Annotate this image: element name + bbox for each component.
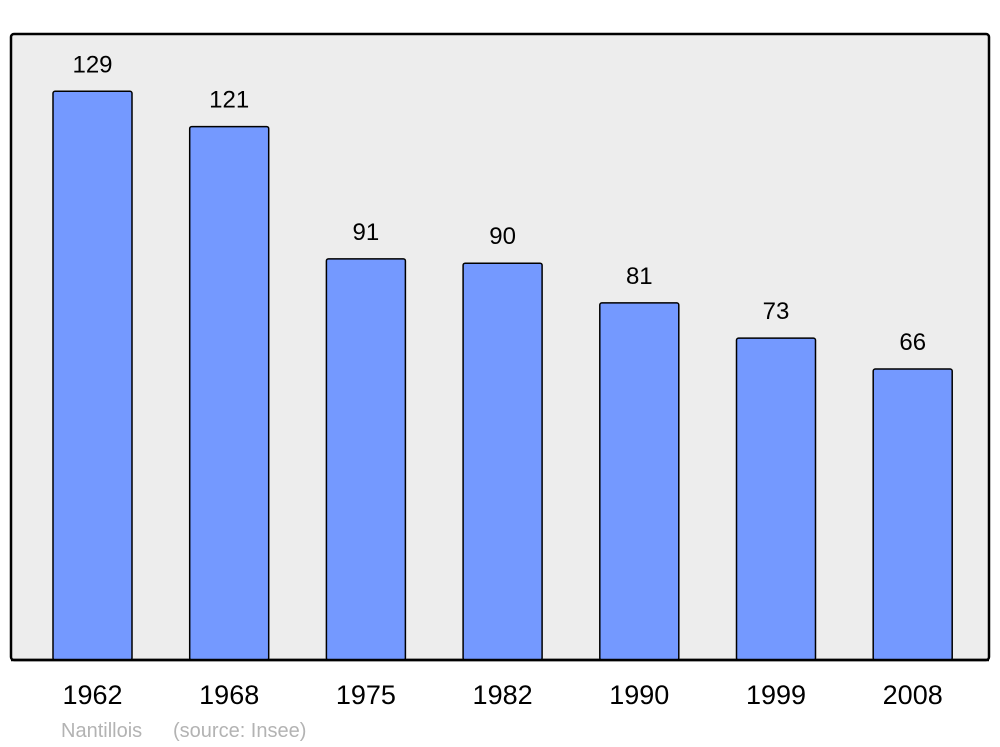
data-label: 81 xyxy=(626,263,653,290)
data-label: 66 xyxy=(899,329,926,356)
x-tick-label: 2008 xyxy=(883,680,943,710)
x-tick-label: 1975 xyxy=(336,680,396,710)
data-label: 73 xyxy=(763,298,790,325)
data-label: 91 xyxy=(353,219,380,246)
bar-1962 xyxy=(52,90,133,661)
bar-1968 xyxy=(188,125,270,661)
x-tick-label: 1990 xyxy=(609,680,669,710)
bar-1990 xyxy=(599,302,680,661)
data-label: 121 xyxy=(209,87,249,114)
x-tick-label: 1999 xyxy=(746,680,806,710)
x-tick-label: 1982 xyxy=(473,680,533,710)
data-label: 90 xyxy=(489,223,516,250)
footer-source: (source: Insee) xyxy=(173,720,306,742)
x-tick-label: 1968 xyxy=(199,680,259,710)
bar-1975 xyxy=(325,258,407,661)
bar-1999 xyxy=(735,337,817,661)
bar-2008 xyxy=(872,368,953,661)
bar-1982 xyxy=(462,262,543,661)
footer-place: Nantillois xyxy=(61,720,142,742)
x-tick-label: 1962 xyxy=(62,680,122,710)
data-label: 129 xyxy=(72,51,112,78)
